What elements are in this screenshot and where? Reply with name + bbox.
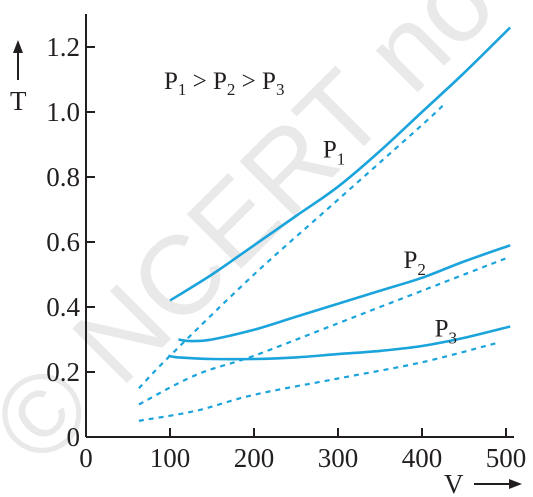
series-line-p3-ideal bbox=[138, 341, 498, 422]
y-tick-label: 0.4 bbox=[46, 292, 80, 322]
y-axis-arrowhead bbox=[13, 40, 23, 53]
y-tick-label: 0.8 bbox=[46, 162, 80, 192]
y-axis-label: T bbox=[10, 86, 27, 116]
x-axis-arrowhead bbox=[509, 479, 522, 489]
y-tick-label: 0 bbox=[67, 422, 81, 452]
x-tick-label: 400 bbox=[402, 443, 443, 473]
y-tick-label: 0.6 bbox=[46, 227, 80, 257]
series-line-p3 bbox=[168, 325, 511, 361]
y-tick-label: 1.0 bbox=[46, 97, 80, 127]
ticks: 0 0.2 0.4 0.6 0.8 1.0 1.2 0 100 200 300 400 500 bbox=[46, 32, 526, 473]
x-tick-label: 300 bbox=[318, 443, 359, 473]
y-tick-label: 1.2 bbox=[46, 32, 80, 62]
pressure-order-annotation: P1 > P2 > P3 bbox=[164, 68, 284, 99]
x-tick-label: 200 bbox=[234, 443, 275, 473]
series-line-p2 bbox=[178, 244, 511, 343]
series-line-p2-ideal bbox=[138, 257, 507, 406]
y-tick-label: 0.2 bbox=[46, 357, 80, 387]
series-line-p1 bbox=[169, 26, 512, 302]
x-axis-label: V bbox=[444, 469, 464, 497]
series-label-p2: P2 bbox=[404, 247, 426, 279]
axes bbox=[85, 14, 514, 438]
x-tick-label: 100 bbox=[150, 443, 191, 473]
x-tick-label: 0 bbox=[79, 443, 93, 473]
x-tick-label: 500 bbox=[486, 443, 527, 473]
